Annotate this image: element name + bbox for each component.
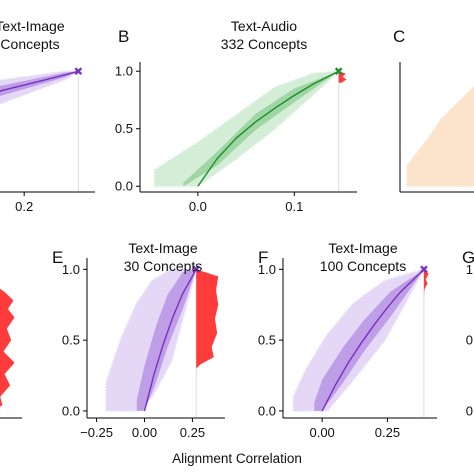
x-tick-label: 0.2: [15, 199, 33, 214]
tail-distribution: [0, 288, 15, 407]
figure-xlabel: Alignment Correlation: [172, 451, 302, 466]
panel-letter: G: [462, 248, 474, 267]
x-tick-label: −0.25: [80, 425, 113, 440]
panel-title: Text-Audio: [231, 18, 297, 34]
y-tick-label: 0.0: [258, 403, 276, 418]
inner-band: [0, 71, 79, 97]
panel-c: C: [393, 27, 474, 193]
inner-band: [183, 71, 339, 187]
panel-title: 100 Concepts: [320, 258, 406, 274]
x-tick-label: 0.1: [285, 199, 303, 214]
panel-title: 30 Concepts: [124, 258, 203, 274]
endpoint-marker: [192, 265, 201, 274]
panel-letter: B: [118, 27, 129, 46]
y-tick-label: 0.5: [62, 333, 80, 348]
y-tick-label: 1.0: [115, 64, 133, 79]
endpoint-marker: [74, 67, 83, 76]
outer-band: [406, 85, 474, 188]
y-tick-label: 1.0: [258, 262, 276, 277]
panel-letter: C: [393, 27, 405, 46]
endpoint-marker: [420, 265, 428, 274]
panel-title: 332 Concepts: [221, 36, 307, 52]
x-tick-label: 0.00: [132, 425, 157, 440]
y-tick-label: 0: [466, 333, 473, 348]
panel-f: 0.0 0.5 1.0 0.00 0.25 Text-Image 100 Concepts F: [258, 240, 437, 440]
panel-d: 5es: [0, 288, 22, 419]
y-tick-label: 0.0: [62, 403, 80, 418]
panel-letter: E: [52, 248, 63, 267]
mean-line: [0, 70, 79, 92]
y-tick-label: 0.5: [115, 121, 133, 136]
mean-line: [143, 268, 197, 412]
panel-title: Concepts: [0, 36, 59, 52]
panel-e: 0.0 0.5 1.0 −0.25 0.00 0.25 Text-Image 30 Conce…: [52, 240, 225, 440]
panel-g: 0 0 1G: [462, 248, 474, 418]
x-tick-label: 0.25: [375, 425, 400, 440]
y-tick-label: 0.5: [258, 333, 276, 348]
inner-band: [136, 269, 197, 411]
outer-band: [0, 70, 82, 105]
mean-line: [321, 268, 425, 412]
mean-line: [197, 70, 339, 187]
y-tick-label: 0: [466, 403, 473, 418]
panel-b: 0.0 0.5 1.0 0.0 0.1 Text-Audio 332 Concepts B: [115, 18, 357, 214]
tail-distribution: [196, 269, 219, 369]
x-tick-label: 0.0: [189, 199, 207, 214]
x-tick-label: 0.00: [309, 425, 334, 440]
panel-title: Text-Image: [328, 240, 397, 256]
panel-letter: F: [258, 248, 268, 267]
x-tick-label: 0.25: [180, 425, 205, 440]
tail-distribution: [423, 269, 429, 295]
panel-title: Text-Image: [128, 240, 197, 256]
panel-title: Text-Image: [0, 18, 65, 34]
y-tick-label: 1: [466, 262, 473, 277]
panel-a: 0.2 Text-Image Concepts: [0, 18, 95, 214]
inner-band: [314, 269, 424, 411]
y-tick-label: 0.0: [115, 179, 133, 194]
y-tick-label: 1.0: [62, 262, 80, 277]
endpoint-marker: [334, 67, 343, 76]
